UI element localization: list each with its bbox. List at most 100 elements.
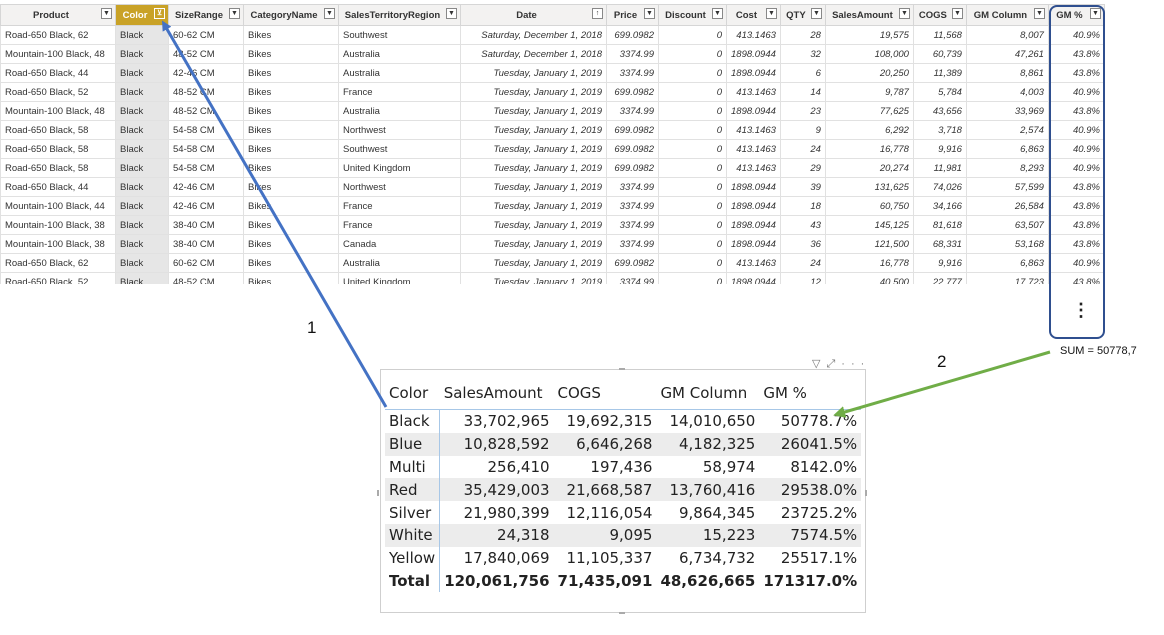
dropdown-icon[interactable]: ▼ <box>898 8 910 19</box>
matrix-cell: 6,734,732 <box>679 549 756 568</box>
cell-cogs: 3,718 <box>912 120 967 140</box>
dropdown-icon[interactable]: ▼ <box>1089 8 1101 19</box>
cell-date: Tuesday, January 1, 2019 <box>460 63 607 83</box>
column-header-label: Discount <box>665 9 706 21</box>
cell-cogs: 5,784 <box>912 82 967 102</box>
cell-discount: 0 <box>658 63 727 83</box>
table-row[interactable]: Mountain-100 Black, 48 Black 48-52 CM Bikes… <box>0 101 1105 121</box>
table-row[interactable]: Road-650 Black, 58 Black 54-58 CM Bikes Nort… <box>0 120 1105 140</box>
table-row[interactable]: Road-650 Black, 62 Black 60-62 CM Bikes Aust… <box>0 253 1105 273</box>
dropdown-icon[interactable]: ▼ <box>810 8 822 19</box>
filter-icon[interactable]: ▽ <box>812 358 827 370</box>
cell-cogs: 74,026 <box>912 177 967 197</box>
column-header-product[interactable]: Product ▼ <box>0 4 116 26</box>
matrix-row[interactable]: Black 33,702,965 19,692,315 14,010,650 50778… <box>385 408 862 433</box>
filter-active-icon[interactable]: ⊻ <box>154 8 165 19</box>
gm-percent-highlight-box <box>1049 5 1105 339</box>
cell-cogs: 11,568 <box>912 25 967 45</box>
cell-product: Road-650 Black, 44 <box>0 177 116 197</box>
matrix-row[interactable]: Yellow 17,840,069 11,105,337 6,734,732 25517… <box>385 546 861 570</box>
column-header-color[interactable]: Color ⊻ <box>115 4 169 26</box>
cell-discount: 0 <box>658 272 727 284</box>
matrix-row[interactable]: Red 35,429,003 21,668,587 13,760,416 29538.0… <box>385 478 862 502</box>
matrix-header-salesamount[interactable]: SalesAmount <box>443 384 543 402</box>
cell-color: Black <box>115 139 169 159</box>
focus-icon[interactable]: ⤢ <box>826 358 842 370</box>
matrix-row[interactable]: Blue 10,828,592 6,646,268 4,182,325 26041.5% <box>385 432 862 456</box>
table-row[interactable]: Road-650 Black, 52 Black 48-52 CM Bikes Unit… <box>0 272 1105 284</box>
matrix-header-gm-column[interactable]: GM Column <box>660 384 748 402</box>
cell-product: Mountain-100 Black, 38 <box>0 215 116 235</box>
table-row[interactable]: Mountain-100 Black, 38 Black 38-40 CM Bikes… <box>0 234 1105 254</box>
column-header-price[interactable]: Price ▼ <box>606 4 659 26</box>
matrix-header-color[interactable]: Color <box>389 384 429 402</box>
column-header-sales[interactable]: SalesAmount ▼ <box>824 4 914 26</box>
column-header-category[interactable]: CategoryName ▼ <box>243 4 339 26</box>
matrix-header-gm[interactable]: GM % <box>763 384 807 402</box>
table-row[interactable]: Mountain-100 Black, 44 Black 42-46 CM Bikes… <box>0 196 1105 216</box>
resize-handle-left[interactable] <box>377 490 379 496</box>
column-header-label: Color <box>122 9 148 21</box>
cell-cost: 413.1463 <box>726 25 781 45</box>
column-header-cost[interactable]: Cost ▼ <box>726 4 781 26</box>
dropdown-icon[interactable]: ▼ <box>765 8 777 19</box>
column-header-qty[interactable]: QTY ▼ <box>779 4 826 26</box>
table-row[interactable]: Road-650 Black, 44 Black 42-46 CM Bikes Nort… <box>0 177 1105 197</box>
cell-price: 3374.99 <box>606 101 659 121</box>
table-row[interactable]: Road-650 Black, 52 Black 48-52 CM Bikes Fran… <box>0 82 1105 102</box>
column-header-size[interactable]: SizeRange ▼ <box>168 4 244 26</box>
table-row[interactable]: Road-650 Black, 44 Black 42-46 CM Bikes Aust… <box>0 63 1105 83</box>
matrix-row[interactable]: White 24,318 9,095 15,223 7574.5% <box>385 523 862 547</box>
cell-gm: 8,007 <box>965 25 1049 45</box>
matrix-header-cogs[interactable]: COGS <box>557 384 601 402</box>
cell-discount: 0 <box>658 196 727 216</box>
sort-ascending-icon[interactable]: ↑ <box>592 8 603 19</box>
dropdown-icon[interactable]: ▼ <box>712 8 723 19</box>
table-row[interactable]: Road-650 Black, 58 Black 54-58 CM Bikes Sout… <box>0 139 1105 159</box>
cell-size: 54-58 CM <box>168 120 244 140</box>
matrix-cell: 21,980,399 <box>463 503 550 522</box>
cell-size: 48-52 CM <box>168 101 244 121</box>
resize-handle-right[interactable] <box>865 490 867 496</box>
dropdown-icon[interactable]: ▼ <box>644 8 655 19</box>
header-row: Product ▼ Color ⊻ SizeRange ▼ CategoryName ▼ Sal… <box>0 4 1105 26</box>
column-header-cogs[interactable]: COGS ▼ <box>912 4 967 26</box>
column-header-gm[interactable]: GM Column ▼ <box>965 4 1049 26</box>
dropdown-icon[interactable]: ▼ <box>446 8 457 19</box>
dropdown-icon[interactable]: ▼ <box>101 8 112 19</box>
resize-handle-top[interactable] <box>619 368 625 370</box>
column-header-date[interactable]: Date ↑ <box>460 4 607 26</box>
cell-discount: 0 <box>658 158 727 178</box>
cell-cogs: 11,981 <box>912 158 967 178</box>
annotation-label-1: 1 <box>307 318 317 337</box>
more-icon[interactable]: ··· <box>841 358 871 370</box>
visual-header-icons: ▽⤢··· <box>812 357 870 371</box>
cell-product: Mountain-100 Black, 48 <box>0 44 116 64</box>
matrix-cell: 6,646,268 <box>553 432 657 456</box>
dropdown-icon[interactable]: ▼ <box>1033 8 1045 19</box>
column-header-region[interactable]: SalesTerritoryRegion ▼ <box>338 4 461 26</box>
column-header-label: GM % <box>1056 9 1083 21</box>
cell-discount: 0 <box>658 82 727 102</box>
cell-price: 699.0982 <box>606 120 659 140</box>
matrix-total-row[interactable]: Total 120,061,756 71,435,091 48,626,665 1713… <box>385 569 861 593</box>
dropdown-icon[interactable]: ▼ <box>324 8 335 19</box>
matrix-cell: 50778.7% <box>759 408 862 433</box>
dropdown-icon[interactable]: ▼ <box>951 8 963 19</box>
cell-gm: 6,863 <box>965 253 1049 273</box>
table-row[interactable]: Mountain-100 Black, 38 Black 38-40 CM Bikes… <box>0 215 1105 235</box>
matrix-cell: 9,095 <box>553 523 657 547</box>
cell-date: Saturday, December 1, 2018 <box>460 25 607 45</box>
matrix-row[interactable]: Multi 256,410 197,436 58,974 8142.0% <box>385 455 861 479</box>
cell-qty: 43 <box>779 215 826 235</box>
resize-handle-bottom[interactable] <box>619 612 625 614</box>
table-row[interactable]: Mountain-100 Black, 48 Black 48-52 CM Bikes… <box>0 44 1105 64</box>
column-header-discount[interactable]: Discount ▼ <box>658 4 727 26</box>
data-grid: Product ▼ Color ⊻ SizeRange ▼ CategoryName ▼ Sal… <box>0 4 1142 284</box>
cell-discount: 0 <box>658 101 727 121</box>
column-header-label: CategoryName <box>250 9 318 21</box>
dropdown-icon[interactable]: ▼ <box>229 8 240 19</box>
matrix-row[interactable]: Silver 21,980,399 12,116,054 9,864,345 23725… <box>385 501 861 524</box>
table-row[interactable]: Road-650 Black, 62 Black 60-62 CM Bikes Sout… <box>0 25 1105 45</box>
table-row[interactable]: Road-650 Black, 58 Black 54-58 CM Bikes Unit… <box>0 158 1105 178</box>
